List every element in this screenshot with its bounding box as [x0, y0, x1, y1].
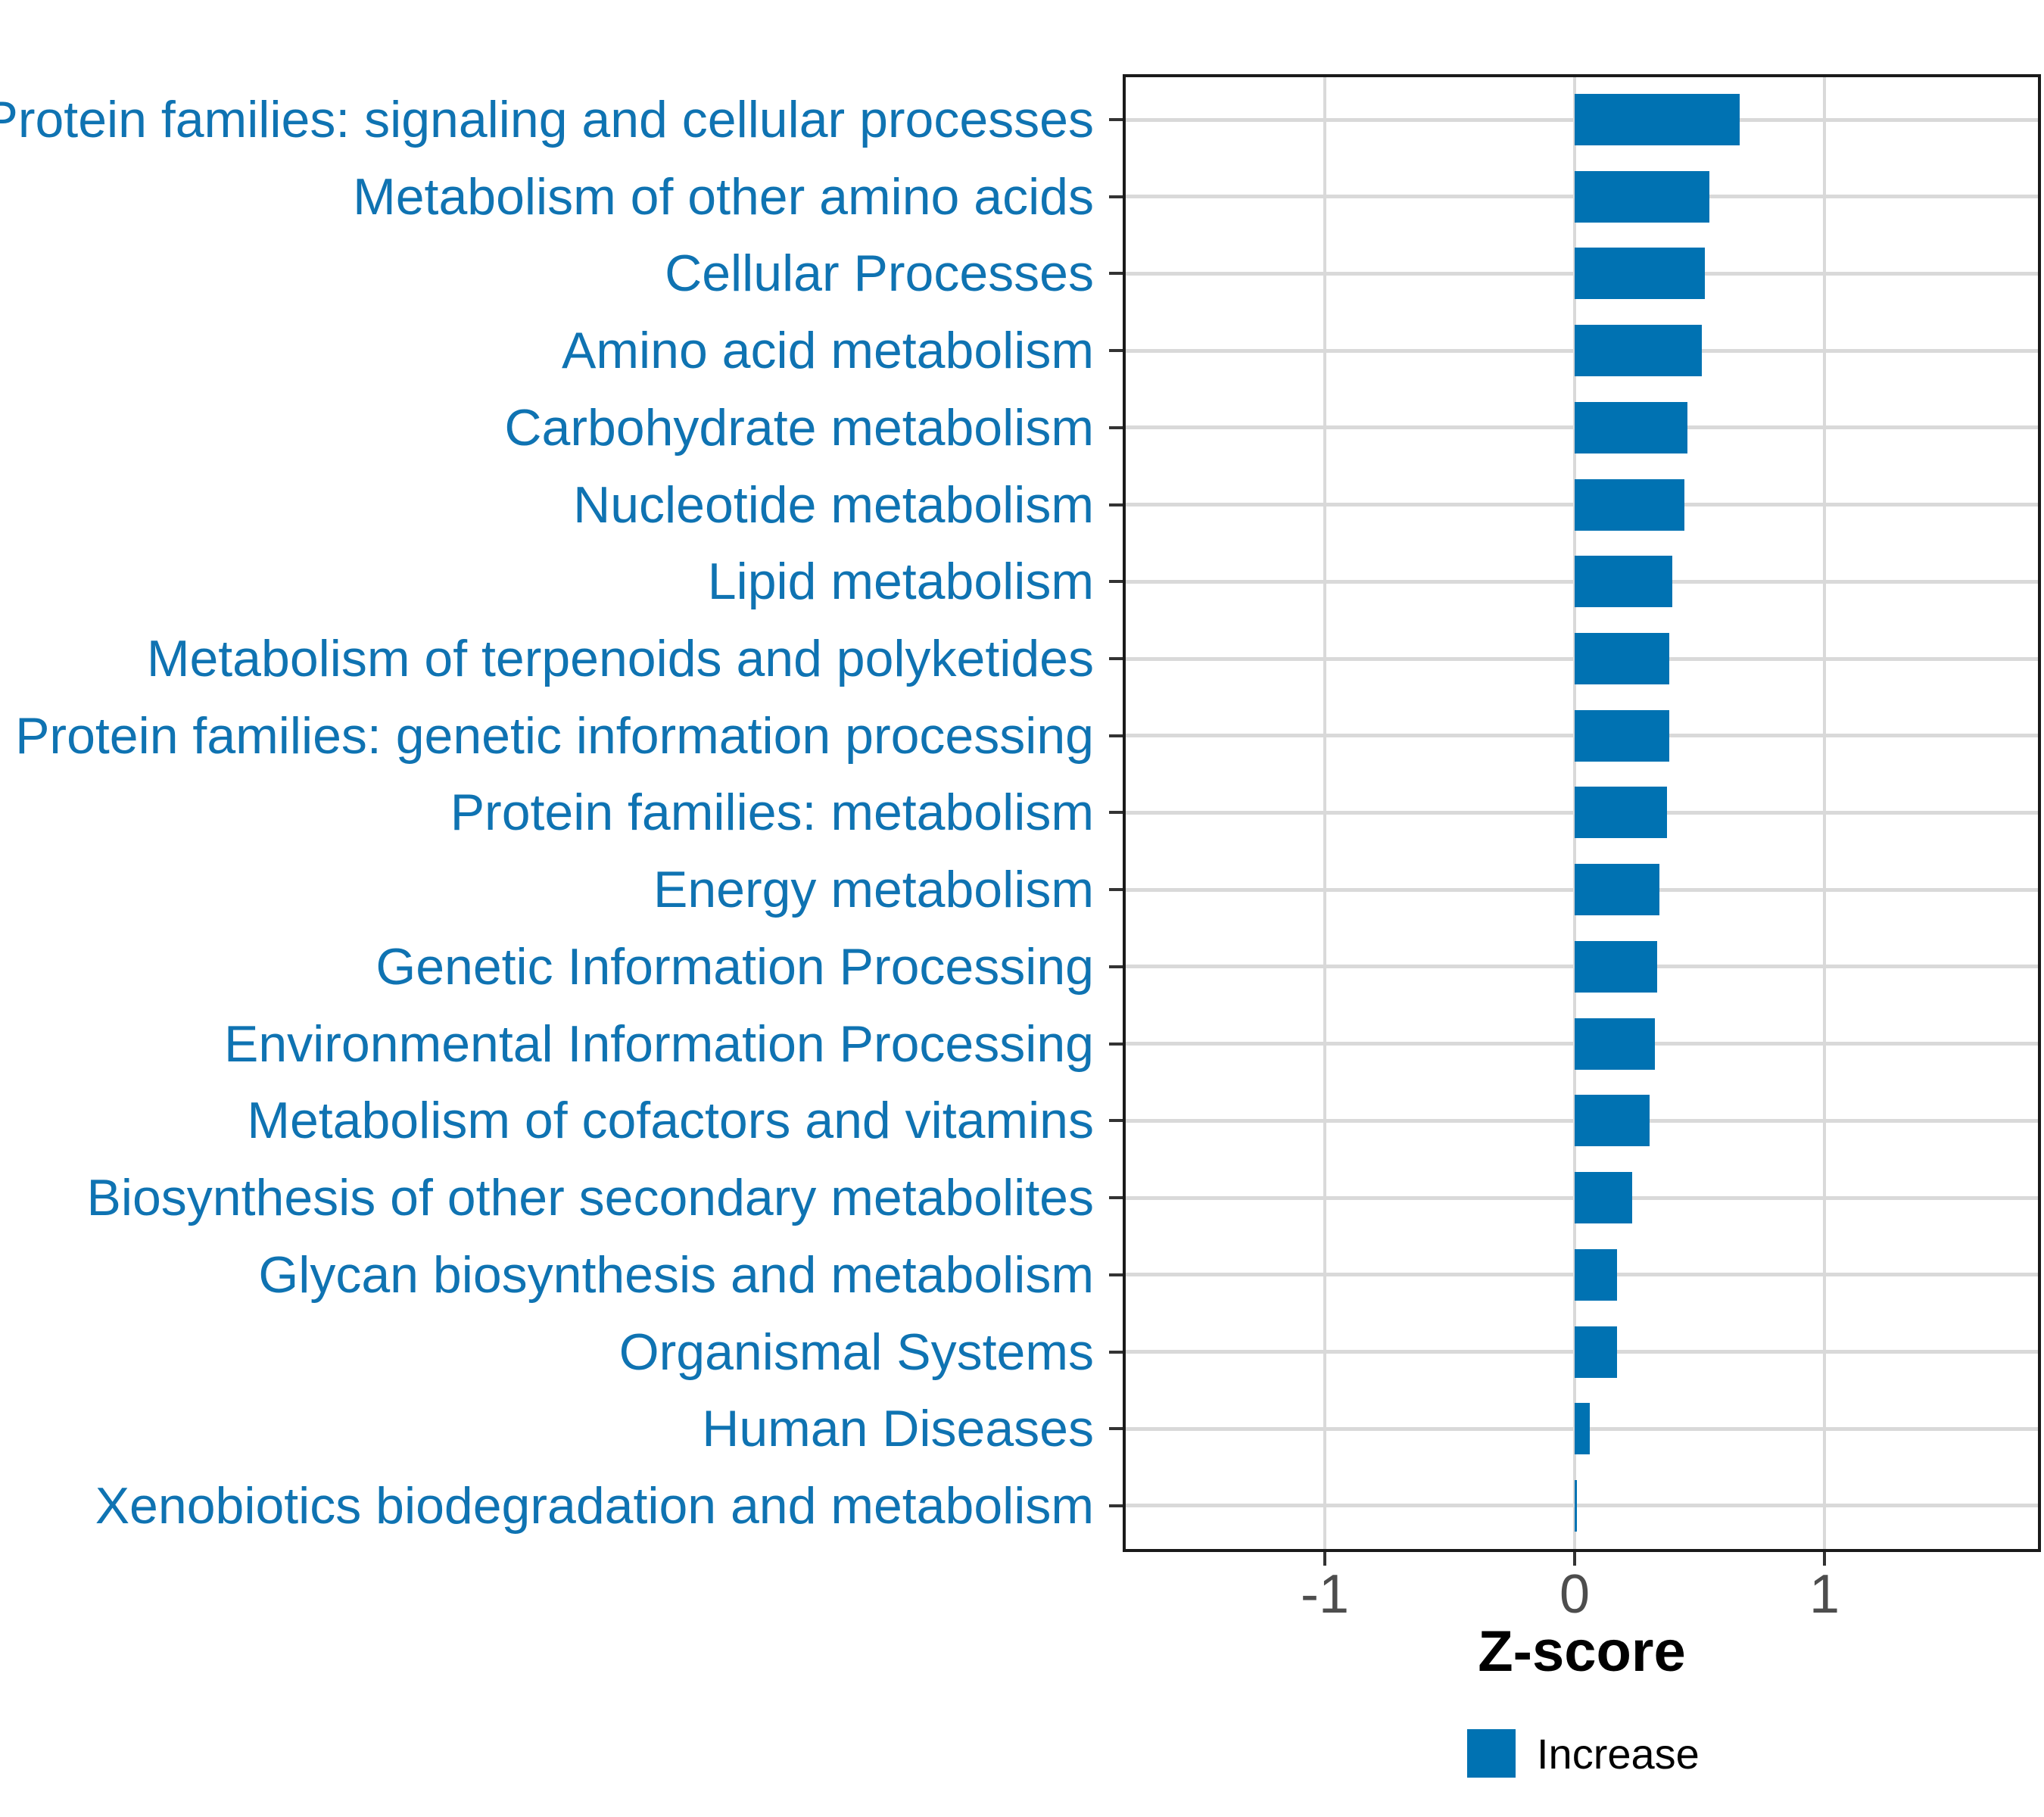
y-axis-tick-mark [1109, 657, 1123, 661]
x-axis-tick-label: -1 [1300, 1564, 1350, 1625]
category-label: Energy metabolism [653, 861, 1094, 919]
y-axis-tick-mark [1109, 503, 1123, 506]
bar [1575, 1018, 1655, 1070]
y-axis-tick-mark [1109, 1042, 1123, 1046]
legend-swatch-increase [1467, 1729, 1516, 1778]
horizontal-gridline [1126, 1504, 2038, 1508]
y-axis-tick-mark [1109, 195, 1123, 198]
bar [1575, 170, 1710, 223]
x-axis-title: Z-score [1478, 1619, 1686, 1684]
category-label: Genetic Information Processing [375, 937, 1094, 996]
y-axis-tick-mark [1109, 118, 1123, 121]
bar [1575, 633, 1670, 685]
x-axis-tick-label: 0 [1559, 1564, 1591, 1625]
bar [1575, 556, 1672, 608]
bar [1575, 248, 1705, 300]
category-label: Glycan biosynthesis and metabolism [258, 1245, 1094, 1304]
bar [1575, 940, 1657, 993]
vertical-gridline [1823, 77, 1826, 1549]
bar [1575, 1172, 1632, 1224]
y-axis-tick-mark [1109, 811, 1123, 815]
category-label: Carbohydrate metabolism [504, 398, 1094, 457]
y-axis-tick-mark [1109, 888, 1123, 892]
y-axis-tick-mark [1109, 734, 1123, 737]
category-label: Amino acid metabolism [562, 322, 1094, 380]
category-label: Protein families: metabolism [450, 784, 1094, 842]
plot-panel [1123, 74, 2041, 1552]
category-label: Protein families: genetic information pr… [15, 706, 1094, 765]
category-label: Metabolism of cofactors and vitamins [247, 1092, 1094, 1150]
legend-label: Increase [1537, 1729, 1700, 1778]
y-axis-tick-mark [1109, 1273, 1123, 1276]
vertical-gridline [1323, 77, 1326, 1549]
x-axis-tick-mark [1823, 1552, 1826, 1566]
y-axis-tick-mark [1109, 965, 1123, 968]
bar [1575, 1403, 1590, 1455]
y-axis-tick-mark [1109, 425, 1123, 429]
x-axis-tick-mark [1323, 1552, 1326, 1566]
category-label: Xenobiotics biodegradation and metabolis… [95, 1476, 1094, 1535]
y-axis-tick-mark [1109, 272, 1123, 276]
category-label: Biosynthesis of other secondary metaboli… [86, 1169, 1094, 1227]
bar [1575, 478, 1685, 531]
y-axis-tick-mark [1109, 1196, 1123, 1200]
x-axis-tick-mark [1573, 1552, 1576, 1566]
bar [1575, 94, 1740, 145]
y-axis-tick-mark [1109, 1119, 1123, 1123]
y-axis-tick-mark [1109, 1427, 1123, 1431]
y-axis-tick-mark [1109, 1350, 1123, 1354]
category-label: Metabolism of other amino acids [353, 167, 1094, 226]
bar [1575, 325, 1703, 377]
legend: Increase [1467, 1728, 1700, 1778]
bar [1575, 864, 1660, 916]
y-axis-tick-mark [1109, 349, 1123, 353]
category-label: Organismal Systems [618, 1323, 1094, 1381]
bar [1575, 1326, 1618, 1378]
category-label: Metabolism of terpenoids and polyketides [146, 630, 1094, 688]
category-label: Lipid metabolism [707, 553, 1094, 611]
bar [1575, 709, 1670, 762]
bar [1575, 1095, 1650, 1147]
category-label: Cellular Processes [665, 245, 1094, 303]
category-label: Protein families: signaling and cellular… [0, 91, 1094, 148]
y-axis-tick-mark [1109, 1504, 1123, 1507]
category-label: Human Diseases [702, 1400, 1094, 1458]
category-label: Nucleotide metabolism [573, 475, 1094, 534]
bar [1575, 401, 1687, 453]
bar [1575, 1248, 1618, 1301]
bar [1575, 1479, 1578, 1532]
y-axis-tick-mark [1109, 580, 1123, 584]
bar [1575, 787, 1668, 839]
category-label: Environmental Information Processing [224, 1014, 1094, 1073]
x-axis-tick-label: 1 [1809, 1564, 1840, 1625]
